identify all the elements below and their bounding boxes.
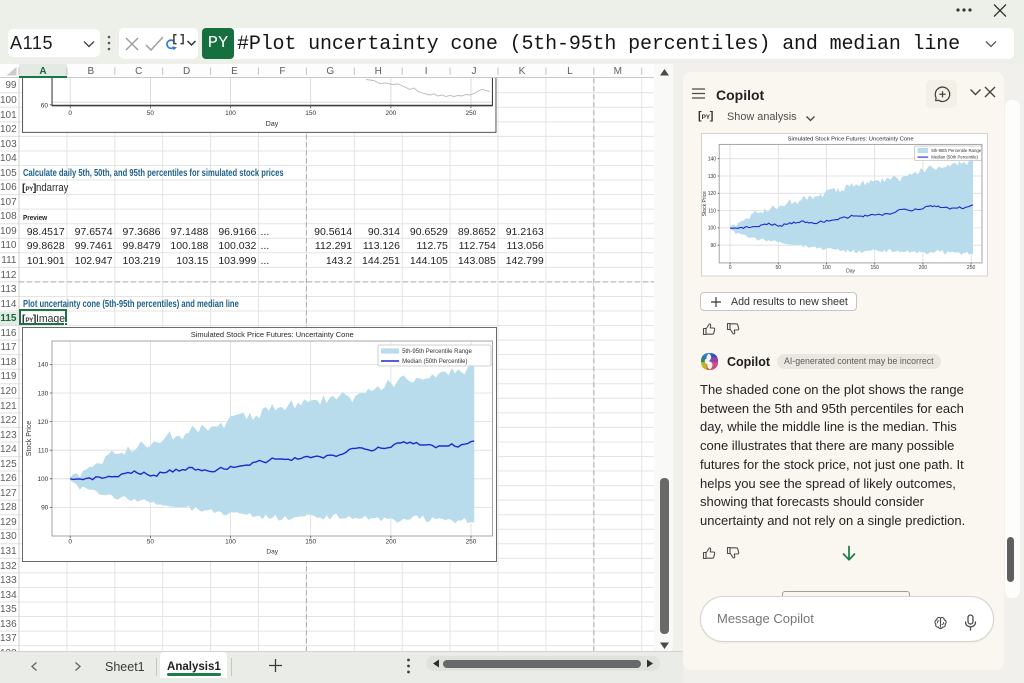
svg-text:Stock Price: Stock Price <box>702 191 708 217</box>
svg-text:100: 100 <box>37 476 48 483</box>
svg-text:0: 0 <box>68 110 72 117</box>
svg-text:110: 110 <box>708 208 716 214</box>
svg-text:120: 120 <box>707 191 716 197</box>
svg-text:Median (50th Percentile): Median (50th Percentile) <box>402 359 467 365</box>
svg-text:130: 130 <box>37 390 48 397</box>
svg-text:120: 120 <box>37 418 48 425</box>
svg-text:90: 90 <box>710 243 716 249</box>
svg-text:5th-95th Percentile Range: 5th-95th Percentile Range <box>931 148 982 153</box>
svg-text:100: 100 <box>822 265 831 271</box>
svg-text:Day: Day <box>266 548 278 555</box>
svg-text:200: 200 <box>918 265 927 271</box>
svg-text:Day: Day <box>266 121 279 128</box>
svg-text:100: 100 <box>707 226 716 232</box>
svg-text:250: 250 <box>966 265 975 271</box>
svg-text:140: 140 <box>37 361 48 368</box>
svg-text:150: 150 <box>305 538 316 545</box>
svg-text:110: 110 <box>38 447 49 454</box>
svg-text:100: 100 <box>225 538 236 545</box>
svg-text:Simulated Stock Price Futures:: Simulated Stock Price Futures: Uncertain… <box>191 330 354 339</box>
svg-text:130: 130 <box>707 174 716 180</box>
svg-text:250: 250 <box>466 110 477 117</box>
svg-text:150: 150 <box>305 110 316 117</box>
svg-text:Simulated Stock Price Futures:: Simulated Stock Price Futures: Uncertain… <box>787 137 913 143</box>
svg-text:Day: Day <box>846 269 855 275</box>
svg-text:60: 60 <box>41 102 49 109</box>
svg-text:140: 140 <box>707 157 716 163</box>
svg-text:150: 150 <box>870 265 879 271</box>
svg-text:200: 200 <box>385 110 396 117</box>
svg-text:90: 90 <box>41 504 49 511</box>
svg-text:50: 50 <box>147 110 155 117</box>
svg-text:Median (50th Percentile): Median (50th Percentile) <box>931 155 978 160</box>
svg-text:250: 250 <box>466 538 477 545</box>
svg-text:200: 200 <box>385 538 396 545</box>
svg-text:5th-95th Percentile Range: 5th-95th Percentile Range <box>402 349 472 355</box>
svg-text:50: 50 <box>147 538 155 545</box>
svg-text:100: 100 <box>225 110 236 117</box>
svg-text:50: 50 <box>775 265 781 271</box>
svg-text:0: 0 <box>68 538 72 545</box>
svg-text:0: 0 <box>728 265 731 271</box>
svg-text:Stock Price: Stock Price <box>26 420 33 456</box>
